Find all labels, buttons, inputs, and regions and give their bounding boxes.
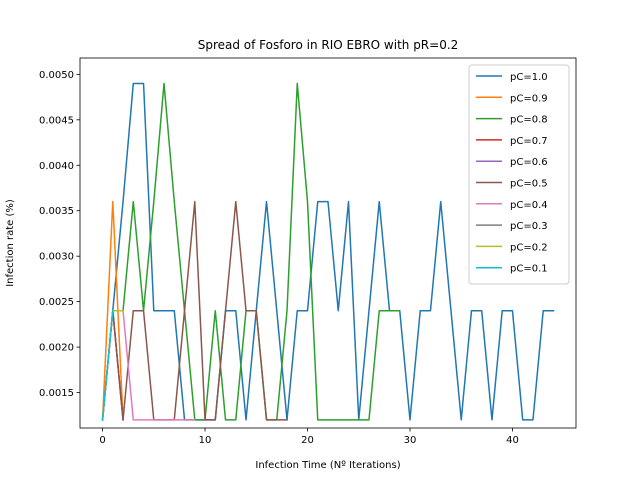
plot-area (101, 82, 555, 421)
series-line-pC=0.1 (101, 309, 114, 421)
legend-label: pC=1.0 (510, 72, 548, 83)
y-tick-label: 0.0025 (39, 297, 74, 308)
series-line-pC=0.9 (101, 200, 124, 421)
legend-label: pC=0.3 (510, 221, 548, 232)
x-axis-title: Infection Time (Nº Iterations) (255, 460, 400, 471)
y-tick-label: 0.0030 (39, 252, 74, 263)
x-tick-label: 40 (506, 435, 519, 446)
axes: 0 10 20 30 40 0.0015 0.0020 0.0025 0.0030 0.0035 0… (39, 57, 577, 446)
x-tick-label: 20 (301, 435, 314, 446)
x-tick-label: 30 (404, 435, 417, 446)
y-tick-label: 0.0020 (39, 343, 74, 354)
y-tick-label: 0.0045 (39, 115, 74, 126)
legend-label: pC=0.7 (510, 136, 548, 147)
y-tick-label: 0.0050 (39, 70, 74, 81)
legend-box (468, 64, 570, 285)
legend: pC=1.0 pC=0.9 pC=0.8 pC=0.7 pC=0.6 pC=0.5 pC=0… (468, 64, 570, 285)
legend-label: pC=0.1 (510, 264, 548, 275)
chart-title: Spread of Fosforo in RIO EBRO with pR=0.… (198, 38, 459, 52)
y-axis-title: Infection rate (%) (5, 199, 16, 287)
x-tick-label: 0 (99, 435, 105, 446)
legend-label: pC=0.4 (510, 200, 548, 211)
legend-label: pC=0.6 (510, 157, 548, 168)
y-tick-label: 0.0035 (39, 206, 74, 217)
legend-label: pC=0.5 (510, 179, 548, 190)
legend-label: pC=0.8 (510, 115, 548, 126)
axes-frame (79, 57, 577, 429)
x-tick-label: 10 (199, 435, 212, 446)
y-tick-label: 0.0040 (39, 161, 74, 172)
legend-label: pC=0.2 (510, 242, 548, 253)
series-line-pC=0.5 (101, 200, 288, 421)
series-line-pC=1.0 (101, 82, 555, 421)
legend-label: pC=0.9 (510, 93, 548, 104)
y-tick-label: 0.0015 (39, 388, 74, 399)
